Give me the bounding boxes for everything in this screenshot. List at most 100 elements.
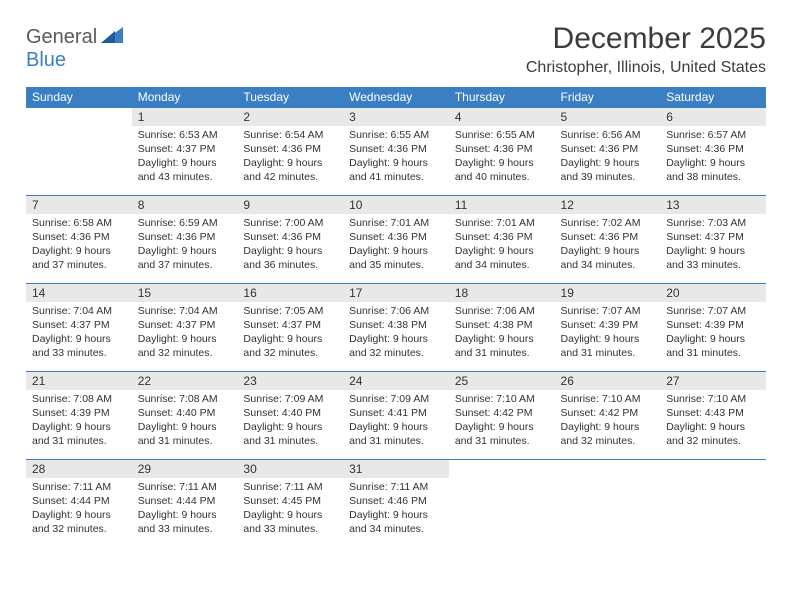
daylight-text-2: and 32 minutes. <box>349 346 443 360</box>
daylight-text-1: Daylight: 9 hours <box>455 156 549 170</box>
day-number-row: 14151617181920 <box>26 284 766 302</box>
day-detail-cell: Sunrise: 7:01 AMSunset: 4:36 PMDaylight:… <box>449 214 555 284</box>
sunrise-text: Sunrise: 7:04 AM <box>138 304 232 318</box>
sunrise-text: Sunrise: 6:58 AM <box>32 216 126 230</box>
sunset-text: Sunset: 4:40 PM <box>243 406 337 420</box>
daylight-text-2: and 41 minutes. <box>349 170 443 184</box>
day-detail-cell: Sunrise: 7:09 AMSunset: 4:40 PMDaylight:… <box>237 390 343 460</box>
weekday-header: Friday <box>555 87 661 108</box>
daylight-text-1: Daylight: 9 hours <box>138 420 232 434</box>
day-detail-cell: Sunrise: 6:58 AMSunset: 4:36 PMDaylight:… <box>26 214 132 284</box>
weekday-header: Sunday <box>26 87 132 108</box>
brand-logo: General Blue <box>26 26 123 72</box>
daylight-text-1: Daylight: 9 hours <box>349 244 443 258</box>
day-detail-cell: Sunrise: 7:07 AMSunset: 4:39 PMDaylight:… <box>555 302 661 372</box>
day-detail-cell: Sunrise: 7:10 AMSunset: 4:42 PMDaylight:… <box>449 390 555 460</box>
day-number-cell: 1 <box>132 108 238 126</box>
daylight-text-1: Daylight: 9 hours <box>349 508 443 522</box>
day-detail-cell <box>449 478 555 548</box>
day-number-cell: 11 <box>449 196 555 214</box>
month-title: December 2025 <box>26 22 766 55</box>
daylight-text-2: and 32 minutes. <box>138 346 232 360</box>
daylight-text-1: Daylight: 9 hours <box>561 332 655 346</box>
sunrise-text: Sunrise: 7:06 AM <box>349 304 443 318</box>
day-number-cell: 28 <box>26 460 132 478</box>
sunset-text: Sunset: 4:39 PM <box>666 318 760 332</box>
daylight-text-2: and 31 minutes. <box>561 346 655 360</box>
day-detail-cell: Sunrise: 7:02 AMSunset: 4:36 PMDaylight:… <box>555 214 661 284</box>
day-detail-cell: Sunrise: 7:08 AMSunset: 4:40 PMDaylight:… <box>132 390 238 460</box>
sunrise-text: Sunrise: 7:05 AM <box>243 304 337 318</box>
daylight-text-1: Daylight: 9 hours <box>138 508 232 522</box>
daylight-text-1: Daylight: 9 hours <box>561 420 655 434</box>
day-number-cell: 7 <box>26 196 132 214</box>
day-detail-cell: Sunrise: 7:09 AMSunset: 4:41 PMDaylight:… <box>343 390 449 460</box>
sunset-text: Sunset: 4:38 PM <box>455 318 549 332</box>
brand-part2: Blue <box>26 49 66 71</box>
daylight-text-1: Daylight: 9 hours <box>32 244 126 258</box>
day-number-cell: 14 <box>26 284 132 302</box>
day-number-cell: 12 <box>555 196 661 214</box>
day-detail-cell: Sunrise: 7:11 AMSunset: 4:46 PMDaylight:… <box>343 478 449 548</box>
day-detail-cell: Sunrise: 6:55 AMSunset: 4:36 PMDaylight:… <box>343 126 449 196</box>
day-detail-cell: Sunrise: 6:55 AMSunset: 4:36 PMDaylight:… <box>449 126 555 196</box>
daylight-text-2: and 31 minutes. <box>32 434 126 448</box>
day-detail-cell: Sunrise: 7:11 AMSunset: 4:45 PMDaylight:… <box>237 478 343 548</box>
daylight-text-2: and 38 minutes. <box>666 170 760 184</box>
day-number-cell: 17 <box>343 284 449 302</box>
day-number-cell: 21 <box>26 372 132 390</box>
daylight-text-1: Daylight: 9 hours <box>243 508 337 522</box>
daylight-text-1: Daylight: 9 hours <box>32 420 126 434</box>
daylight-text-2: and 33 minutes. <box>138 522 232 536</box>
sunrise-text: Sunrise: 7:01 AM <box>349 216 443 230</box>
day-number-cell: 30 <box>237 460 343 478</box>
sunset-text: Sunset: 4:36 PM <box>349 230 443 244</box>
sunrise-text: Sunrise: 7:11 AM <box>243 480 337 494</box>
daylight-text-2: and 33 minutes. <box>32 346 126 360</box>
day-detail-row: Sunrise: 6:58 AMSunset: 4:36 PMDaylight:… <box>26 214 766 284</box>
daylight-text-2: and 42 minutes. <box>243 170 337 184</box>
sunset-text: Sunset: 4:36 PM <box>349 142 443 156</box>
sunrise-text: Sunrise: 6:59 AM <box>138 216 232 230</box>
day-detail-row: Sunrise: 7:08 AMSunset: 4:39 PMDaylight:… <box>26 390 766 460</box>
sunset-text: Sunset: 4:41 PM <box>349 406 443 420</box>
day-detail-cell: Sunrise: 6:53 AMSunset: 4:37 PMDaylight:… <box>132 126 238 196</box>
day-number-cell: 25 <box>449 372 555 390</box>
sunrise-text: Sunrise: 6:55 AM <box>455 128 549 142</box>
day-number-row: 123456 <box>26 108 766 126</box>
day-detail-cell: Sunrise: 6:57 AMSunset: 4:36 PMDaylight:… <box>660 126 766 196</box>
weekday-header: Wednesday <box>343 87 449 108</box>
sunrise-text: Sunrise: 6:56 AM <box>561 128 655 142</box>
sunrise-text: Sunrise: 7:09 AM <box>349 392 443 406</box>
day-detail-cell: Sunrise: 7:00 AMSunset: 4:36 PMDaylight:… <box>237 214 343 284</box>
sunset-text: Sunset: 4:42 PM <box>455 406 549 420</box>
sunset-text: Sunset: 4:36 PM <box>243 142 337 156</box>
day-number-cell: 3 <box>343 108 449 126</box>
sunset-text: Sunset: 4:39 PM <box>561 318 655 332</box>
daylight-text-2: and 31 minutes. <box>666 346 760 360</box>
sunset-text: Sunset: 4:45 PM <box>243 494 337 508</box>
daylight-text-1: Daylight: 9 hours <box>243 244 337 258</box>
day-detail-row: Sunrise: 7:04 AMSunset: 4:37 PMDaylight:… <box>26 302 766 372</box>
daylight-text-2: and 32 minutes. <box>561 434 655 448</box>
day-number-cell <box>660 460 766 478</box>
day-detail-cell: Sunrise: 7:06 AMSunset: 4:38 PMDaylight:… <box>343 302 449 372</box>
sunset-text: Sunset: 4:44 PM <box>32 494 126 508</box>
day-number-cell <box>449 460 555 478</box>
daylight-text-1: Daylight: 9 hours <box>138 244 232 258</box>
brand-part1: General <box>26 26 97 48</box>
daylight-text-1: Daylight: 9 hours <box>138 332 232 346</box>
daylight-text-2: and 37 minutes. <box>32 258 126 272</box>
sunrise-text: Sunrise: 7:10 AM <box>455 392 549 406</box>
day-detail-cell: Sunrise: 7:08 AMSunset: 4:39 PMDaylight:… <box>26 390 132 460</box>
day-number-cell: 29 <box>132 460 238 478</box>
day-detail-cell <box>660 478 766 548</box>
daylight-text-1: Daylight: 9 hours <box>349 156 443 170</box>
sunrise-text: Sunrise: 7:07 AM <box>666 304 760 318</box>
daylight-text-1: Daylight: 9 hours <box>349 332 443 346</box>
sunrise-text: Sunrise: 7:10 AM <box>666 392 760 406</box>
sunset-text: Sunset: 4:42 PM <box>561 406 655 420</box>
daylight-text-2: and 31 minutes. <box>243 434 337 448</box>
daylight-text-1: Daylight: 9 hours <box>349 420 443 434</box>
daylight-text-1: Daylight: 9 hours <box>243 332 337 346</box>
